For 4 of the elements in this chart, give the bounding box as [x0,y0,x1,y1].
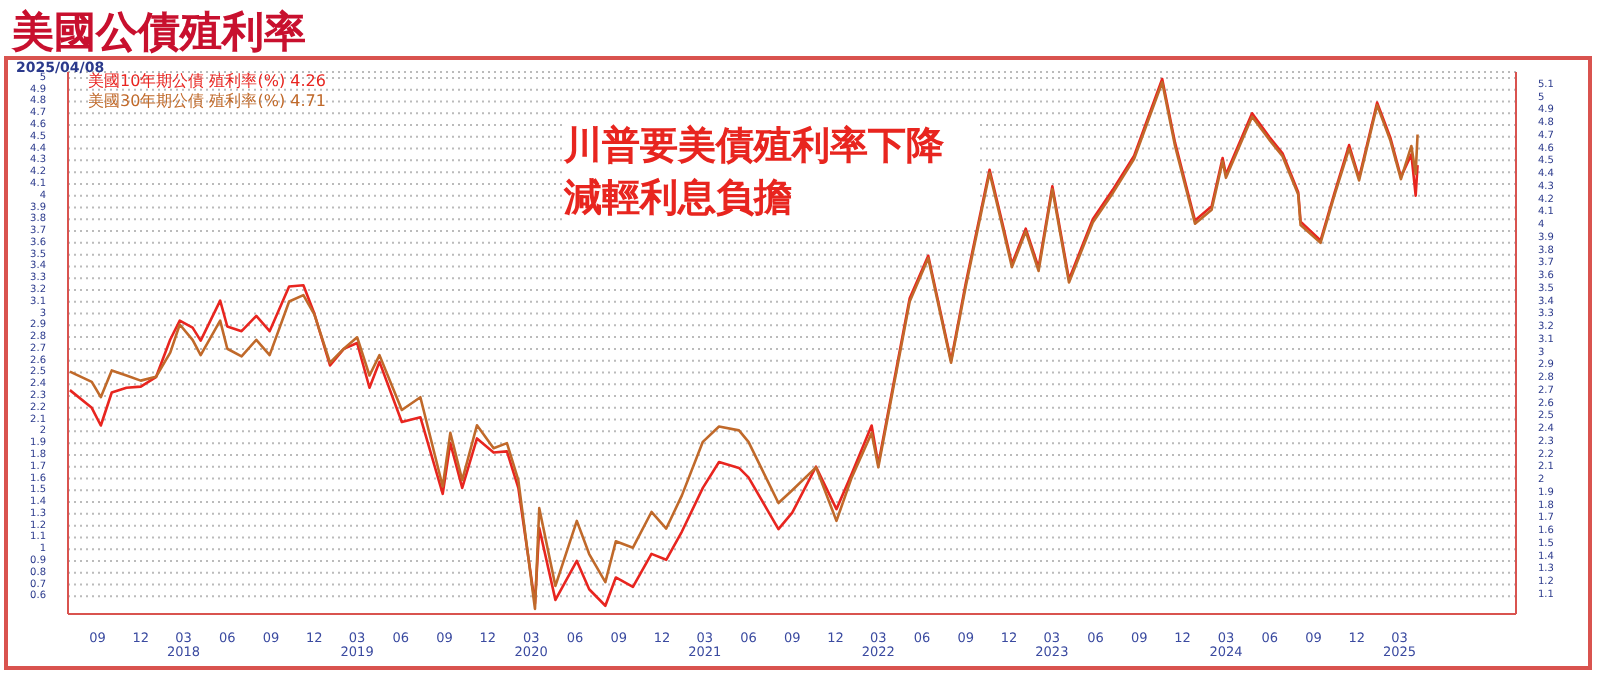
chart-title: 美國公債殖利率 [12,4,306,60]
annotation: 川普要美債殖利率下降減輕利息負擔 [564,120,976,224]
text: 美國30年期公債 殖利率(%) 4.71 [88,92,326,112]
text: 美國10年期公債 殖利率(%) 4.26 [88,72,326,92]
